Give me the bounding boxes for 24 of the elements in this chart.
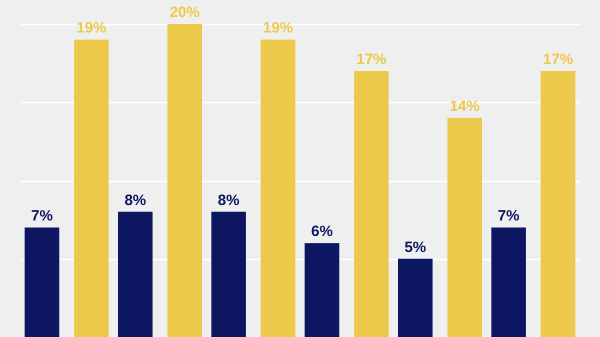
data-label: 7% (31, 207, 53, 224)
bar (24, 227, 60, 337)
bar (118, 212, 153, 337)
data-label: 17% (356, 50, 386, 68)
bar (304, 243, 340, 337)
bar (491, 227, 526, 337)
data-label: 8% (124, 192, 146, 209)
bar (211, 212, 246, 337)
bar (74, 40, 109, 337)
data-label: 17% (543, 50, 574, 68)
data-label: 19% (263, 20, 294, 37)
bar (540, 70, 576, 337)
data-label: 20% (170, 4, 200, 21)
data-label: 7% (498, 207, 520, 224)
data-label: 6% (311, 223, 333, 240)
data-label: 14% (450, 98, 480, 115)
bar (260, 40, 296, 337)
data-label: 5% (404, 238, 426, 256)
bar (447, 118, 482, 337)
data-label: 8% (218, 192, 240, 209)
bar (167, 24, 202, 337)
bar (398, 258, 433, 337)
bar (354, 70, 389, 337)
data-label: 19% (76, 20, 106, 37)
